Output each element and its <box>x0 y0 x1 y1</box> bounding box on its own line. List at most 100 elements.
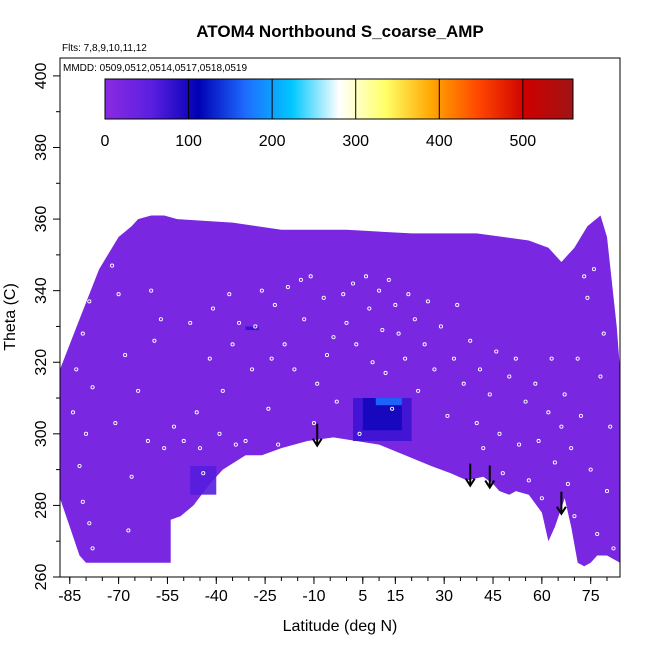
x-tick-label: -70 <box>107 588 130 605</box>
colorbar-tick-label: 400 <box>426 133 453 150</box>
sample-point <box>175 517 180 522</box>
sample-point <box>292 367 297 372</box>
sample-point <box>403 356 408 361</box>
sample-point <box>110 263 115 268</box>
sample-point <box>562 392 567 397</box>
sample-point <box>129 474 134 479</box>
arrow-head <box>311 438 323 448</box>
sample-point <box>546 410 551 415</box>
sample-point <box>171 424 177 429</box>
sample-point <box>276 442 281 447</box>
x-tick-label: -10 <box>302 588 325 605</box>
x-axis-label: Latitude (deg N) <box>283 618 398 635</box>
sample-point <box>601 331 606 336</box>
arrow-1 <box>311 423 323 448</box>
sample-point <box>230 342 235 347</box>
sample-point <box>422 342 427 347</box>
flights-annotation: Flts: 7,8,9,10,11,12 <box>62 43 147 54</box>
arrow-head <box>484 480 496 490</box>
sample-point <box>357 431 362 436</box>
sample-point <box>87 299 92 304</box>
y-tick-label: 360 <box>33 206 50 233</box>
x-tick-label: -85 <box>58 588 81 605</box>
sample-point <box>181 438 186 444</box>
sample-point <box>363 274 369 279</box>
sample-point <box>308 274 313 279</box>
arrow-4 <box>556 491 567 516</box>
sample-point <box>461 381 466 386</box>
y-tick-label: 400 <box>33 62 50 89</box>
sample-point <box>227 292 232 297</box>
sample-point <box>285 285 290 290</box>
sample-point <box>113 421 118 426</box>
sample-point <box>282 342 287 347</box>
sample-point <box>87 521 92 526</box>
sample-point <box>396 331 401 336</box>
sample-point <box>243 438 248 444</box>
plot-area <box>60 215 620 567</box>
sample-point <box>552 460 557 465</box>
sample-point <box>344 320 349 325</box>
sample-point <box>259 288 264 293</box>
x-tick-label: 5 <box>358 588 367 605</box>
sample-point <box>477 367 483 372</box>
sample-point <box>412 317 417 322</box>
y-tick-label: 320 <box>33 349 50 376</box>
y-axis-label: Theta (C) <box>2 283 19 351</box>
x-tick-label: -40 <box>205 588 228 605</box>
sample-point <box>383 370 388 376</box>
colorbar-tick-label: 200 <box>259 133 286 150</box>
sample-point <box>90 546 95 551</box>
colorbar-tick-label: 500 <box>510 133 537 150</box>
sample-point <box>315 381 320 386</box>
sample-point <box>416 388 421 393</box>
sample-point <box>451 356 457 361</box>
sample-point <box>533 381 538 386</box>
sample-point <box>559 424 564 429</box>
sample-point <box>565 481 570 486</box>
sample-point <box>585 295 590 300</box>
sample-point <box>311 421 317 426</box>
sample-point <box>494 349 499 354</box>
sample-point <box>321 295 326 300</box>
sample-point <box>595 531 600 537</box>
sample-point <box>598 374 603 379</box>
sample-point <box>269 356 274 361</box>
sample-point <box>188 320 193 325</box>
sample-point <box>513 356 518 361</box>
sample-point <box>608 424 613 429</box>
sample-point <box>77 463 82 469</box>
sample-point <box>80 499 85 504</box>
sample-point <box>83 431 89 436</box>
dates-annotation: MMDD: 0509,0512,0514,0517,0518,0519 <box>63 63 247 74</box>
sample-point <box>487 392 492 397</box>
sample-point <box>207 356 212 361</box>
sample-point <box>507 374 512 379</box>
sample-point <box>220 388 225 393</box>
sample-point <box>390 406 395 411</box>
sample-point <box>578 413 583 418</box>
sample-point <box>250 367 255 372</box>
sample-point <box>162 446 167 451</box>
sample-point <box>123 353 128 358</box>
sample-point <box>341 292 346 297</box>
x-tick-label: 60 <box>533 588 551 605</box>
sample-point <box>380 327 385 333</box>
arrow-3 <box>484 465 496 490</box>
chart-title: ATOM4 Northbound S_coarse_AMP <box>196 22 483 41</box>
sample-point <box>217 431 222 436</box>
sample-point <box>367 306 372 311</box>
sample-point <box>500 471 505 476</box>
colorbar: 0 100 200 300 400 500 <box>101 78 574 150</box>
high-region-4 <box>190 466 217 495</box>
high-region-3 <box>375 398 402 406</box>
y-tick-label: 380 <box>33 134 50 161</box>
sample-point <box>253 324 258 329</box>
sample-point <box>70 410 76 415</box>
x-tick-label: 75 <box>582 588 600 605</box>
y-tick-label: 260 <box>33 564 50 591</box>
sample-point <box>455 302 460 308</box>
sample-point <box>549 356 554 361</box>
sample-point <box>572 514 577 519</box>
x-tick-label: -25 <box>254 588 277 605</box>
